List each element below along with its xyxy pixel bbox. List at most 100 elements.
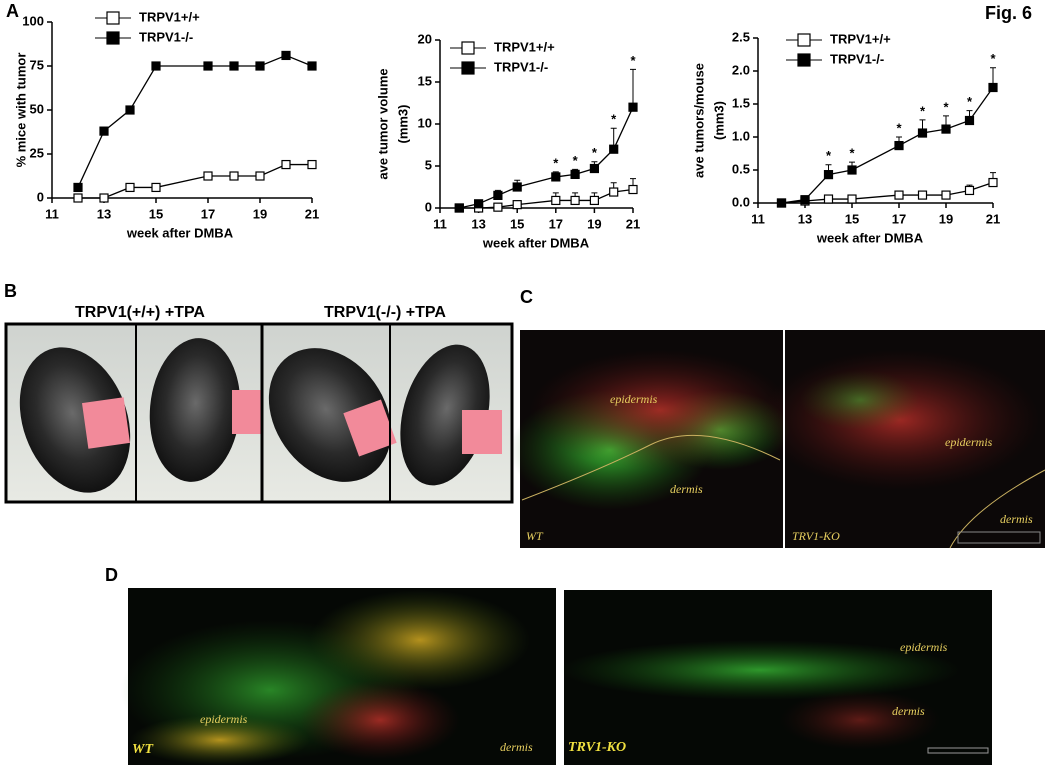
x-tick-label: 11	[45, 206, 59, 221]
series-line	[459, 106, 634, 209]
y-tick-label: 2.5	[732, 29, 750, 44]
micrograph-d: epidermis dermis WT epidermis dermis TRV…	[120, 588, 992, 765]
legend-marker	[461, 41, 475, 55]
x-tick-label: 19	[587, 216, 601, 231]
marker	[628, 184, 638, 195]
y-axis-label: % mice with tumor	[13, 53, 28, 168]
x-tick-label: 21	[305, 206, 319, 221]
photo-caption: TRPV1(+/+) +TPA	[75, 304, 205, 321]
series-line	[781, 181, 994, 204]
marker	[203, 61, 213, 71]
marker	[151, 61, 161, 71]
y-tick-label: 5	[425, 157, 432, 172]
region-label: dermis	[670, 482, 703, 496]
marker	[570, 169, 580, 179]
y-tick-label: 2.0	[732, 62, 750, 77]
marker	[823, 194, 834, 204]
marker	[917, 128, 928, 138]
y-tick-label: 1.0	[732, 128, 750, 143]
legend-label: TRPV1+/+	[830, 31, 891, 46]
marker	[551, 172, 561, 182]
x-tick-label: 21	[626, 216, 640, 231]
x-axis-label: week after DMBA	[816, 230, 924, 245]
y-tick-label: 0	[425, 199, 432, 214]
region-label: dermis	[892, 704, 925, 718]
region-label: epidermis	[200, 712, 248, 726]
genotype-label: TRV1-KO	[568, 740, 626, 755]
marker	[512, 182, 522, 192]
y-axis-label: (mm3)	[395, 104, 410, 143]
legend-marker	[461, 61, 475, 75]
marker	[570, 195, 580, 206]
series-line	[459, 188, 634, 209]
marker	[281, 159, 291, 170]
panel-label: D	[105, 565, 118, 585]
y-tick-label: 0.0	[732, 194, 750, 209]
region-label: dermis	[500, 740, 533, 754]
y-tick-label: 100	[22, 13, 44, 28]
series-line	[781, 87, 994, 204]
legend-label: TRPV1+/+	[139, 9, 200, 24]
marker	[988, 82, 998, 93]
y-tick-label: 75	[30, 57, 44, 72]
marker	[454, 203, 464, 213]
legend-label: TRPV1-/-	[830, 51, 884, 66]
y-tick-label: 10	[418, 115, 432, 130]
marker	[589, 163, 600, 174]
y-tick-label: 0.5	[732, 161, 750, 176]
series-line	[78, 163, 312, 199]
y-tick-label: 25	[30, 145, 44, 160]
y-axis-label: ave tumors/mouse	[691, 63, 706, 178]
marker	[776, 198, 787, 208]
marker	[73, 193, 83, 203]
y-axis-label: ave tumor volume	[375, 68, 390, 179]
marker	[847, 165, 857, 175]
panel-label: A	[6, 1, 19, 21]
micrograph-c: epidermis dermis WT epidermis dermis TRV…	[510, 330, 1046, 549]
genotype-label: TRV1-KO	[792, 529, 840, 543]
marker	[99, 193, 109, 203]
legend-marker	[797, 53, 811, 67]
marker	[474, 199, 484, 209]
marker	[589, 195, 600, 206]
marker	[255, 61, 265, 71]
marker	[823, 170, 834, 180]
x-tick-label: 15	[149, 206, 163, 221]
significance-mark: *	[967, 94, 973, 109]
y-axis-label: (mm3)	[711, 101, 726, 140]
series-line	[77, 54, 313, 188]
x-tick-label: 11	[433, 216, 447, 231]
region-label: epidermis	[900, 640, 948, 654]
marker	[551, 195, 561, 206]
marker	[609, 144, 619, 154]
figure-title: Fig. 6	[985, 3, 1032, 23]
significance-mark: *	[611, 112, 617, 127]
legend-marker	[106, 11, 120, 25]
marker	[847, 194, 857, 204]
legend-label: TRPV1+/+	[494, 39, 555, 54]
x-tick-label: 17	[549, 216, 563, 231]
marker	[894, 190, 904, 200]
x-axis-label: week after DMBA	[126, 225, 234, 240]
error-bar	[630, 68, 636, 108]
region-label: epidermis	[945, 435, 993, 449]
y-tick-label: 0	[37, 189, 44, 204]
y-tick-label: 50	[30, 101, 44, 116]
marker	[493, 202, 503, 212]
marker	[609, 187, 619, 197]
marker	[307, 159, 317, 170]
y-tick-label: 15	[418, 73, 432, 88]
genotype-label: WT	[526, 529, 544, 543]
x-tick-label: 13	[97, 206, 111, 221]
x-tick-label: 19	[939, 211, 953, 226]
legend-label: TRPV1-/-	[139, 29, 193, 44]
marker	[493, 190, 503, 200]
genotype-label: WT	[132, 742, 154, 757]
marker	[125, 105, 135, 115]
x-tick-label: 21	[986, 211, 1000, 226]
x-tick-label: 15	[510, 216, 524, 231]
photo-left	[4, 322, 275, 504]
marker	[125, 182, 135, 193]
